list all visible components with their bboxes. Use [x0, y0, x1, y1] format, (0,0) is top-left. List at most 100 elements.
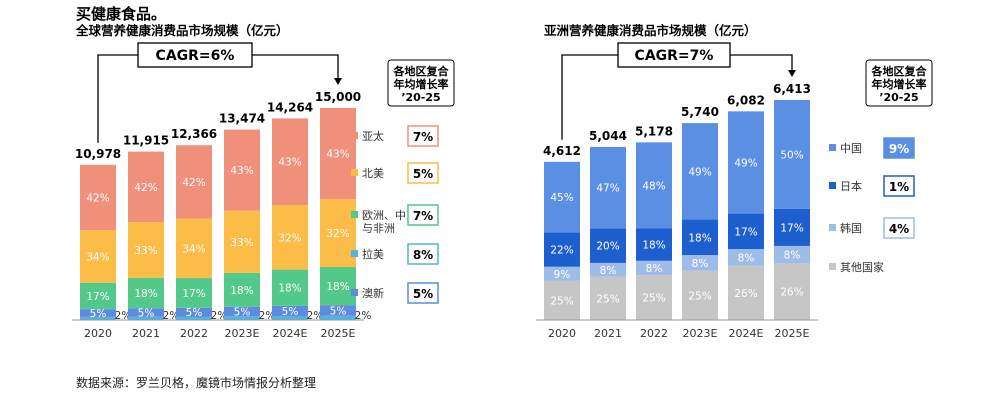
bar-segment-others [590, 276, 626, 320]
segment-label-others: 25% [596, 293, 619, 305]
bar-segment-anz [272, 305, 308, 316]
bar-total-label: 12,366 [171, 127, 217, 141]
global-market-chart: 全球营养健康消费品市场规模（亿元） CAGR=6% 2% 5% 17% 34% 42% 10,… [72, 23, 455, 340]
legend-label-china: 中国 [840, 142, 862, 155]
segment-label-emea: 17% [86, 291, 109, 303]
legend-label-apac: 亚太 [362, 130, 384, 143]
legend-cagr-apac: 7% [413, 130, 433, 144]
bar-total-label: 15,000 [315, 90, 361, 104]
x-tick-label: 2024E [273, 327, 308, 340]
x-tick-label: 2023E [225, 327, 260, 340]
bar-segment-china [774, 100, 810, 209]
bar-segment-others [682, 270, 718, 320]
bar-segment-china [636, 142, 672, 229]
segment-label-japan: 18% [688, 232, 711, 244]
bar-segment-emea [176, 278, 212, 308]
legend-swatch-others [829, 263, 836, 270]
legend-header-box [387, 59, 455, 107]
legend-cagr-box-china [883, 137, 915, 159]
segment-label-latam: 2% [355, 310, 372, 322]
legend-cagr-box-apac [407, 125, 439, 147]
x-tick-label: 2021 [132, 327, 160, 340]
page-title: 买健康食品。 [76, 5, 167, 23]
bar-segment-apac [272, 118, 308, 206]
segment-label-others: 25% [550, 295, 573, 307]
segment-label-anz: 5% [330, 305, 347, 317]
legend-cagr-box-north_america [407, 162, 439, 184]
bar-total-label: 13,474 [219, 112, 265, 126]
segment-label-others: 25% [642, 293, 665, 305]
legend-label-emea: 欧洲、中东 [362, 209, 417, 222]
legend-swatch-anz [351, 289, 358, 296]
bar-segment-korea [590, 262, 626, 277]
legend-label-korea: 韩国 [840, 221, 862, 235]
bar-segment-china [590, 146, 626, 229]
bar-segment-korea [636, 260, 672, 276]
chart-title: 亚洲营养健康消费品市场规模（亿元） [544, 23, 757, 38]
legend-cagr-latam: 8% [413, 248, 433, 262]
bar-segment-japan [682, 219, 718, 256]
segment-label-north_america: 34% [182, 243, 205, 255]
bar-segment-others [774, 263, 810, 320]
cagr-arrow-head [788, 70, 796, 77]
segment-label-anz: 5% [90, 308, 107, 320]
segment-label-others: 26% [734, 288, 757, 300]
segment-label-apac: 43% [278, 157, 301, 169]
segment-label-latam: 2% [163, 310, 180, 322]
segment-label-emea: 18% [230, 285, 253, 297]
bar-segment-emea [128, 277, 164, 309]
cagr-box [617, 42, 731, 68]
bar-segment-north_america [128, 222, 164, 278]
segment-label-korea: 8% [600, 265, 617, 277]
bar-segment-anz [320, 305, 356, 316]
source-note: 数据来源：罗兰贝格，魔镜市场情报分析整理 [76, 376, 317, 390]
bar-total-label: 6,413 [773, 82, 811, 96]
bar-segment-japan [728, 213, 764, 250]
legend-label-japan: 日本 [840, 179, 862, 193]
segment-label-apac: 43% [230, 165, 253, 177]
legend-cagr-box-anz [407, 282, 439, 304]
segment-label-apac: 42% [86, 192, 109, 204]
segment-label-latam: 2% [115, 310, 132, 322]
bar-segment-emea [320, 267, 356, 306]
segment-label-china: 49% [734, 157, 757, 169]
segment-label-emea: 18% [326, 281, 349, 293]
bar-segment-anz [80, 309, 116, 317]
cagr-box [137, 42, 253, 68]
legend-cagr-anz: 5% [413, 287, 433, 301]
legend-label-emea: 与非洲 [362, 222, 395, 235]
x-tick-label: 2021 [594, 327, 622, 340]
bar-segment-apac [224, 129, 260, 211]
legend-cagr-japan: 1% [889, 180, 909, 194]
segment-label-korea: 9% [554, 269, 571, 281]
segment-label-japan: 22% [550, 245, 573, 257]
x-tick-label: 2022 [640, 327, 668, 340]
bar-total-label: 5,178 [635, 124, 673, 138]
cagr-arrow-head [334, 78, 342, 85]
segment-label-china: 49% [688, 166, 711, 178]
bar-segment-latam [128, 316, 164, 320]
bar-segment-china [544, 161, 580, 233]
bar-segment-apac [320, 108, 356, 200]
bar-segment-north_america [272, 205, 308, 270]
segment-label-apac: 42% [182, 177, 205, 189]
segment-label-anz: 5% [138, 307, 155, 319]
bar-total-label: 5,740 [681, 105, 719, 119]
segment-label-emea: 18% [278, 283, 301, 295]
legend-cagr-box-japan [883, 175, 915, 197]
asia-market-chart: 亚洲营养健康消费品市场规模（亿元） CAGR=7% 25% 9% 22% 45% 4,612… [536, 23, 933, 340]
segment-label-north_america: 33% [230, 237, 253, 249]
legend-cagr-box-latam [407, 243, 439, 265]
bar-segment-china [682, 123, 718, 220]
cagr-bracket-right [252, 54, 339, 80]
x-tick-label: 2025E [321, 327, 356, 340]
segment-label-japan: 17% [734, 226, 757, 238]
bar-segment-anz [176, 307, 212, 317]
legend-swatch-north_america [351, 169, 358, 176]
bar-segment-china [728, 111, 764, 214]
bar-total-label: 11,915 [123, 134, 169, 148]
bar-segment-north_america [320, 199, 356, 267]
bar-segment-others [544, 280, 580, 320]
bar-segment-latam [272, 315, 308, 320]
segment-label-latam: 2% [211, 310, 228, 322]
